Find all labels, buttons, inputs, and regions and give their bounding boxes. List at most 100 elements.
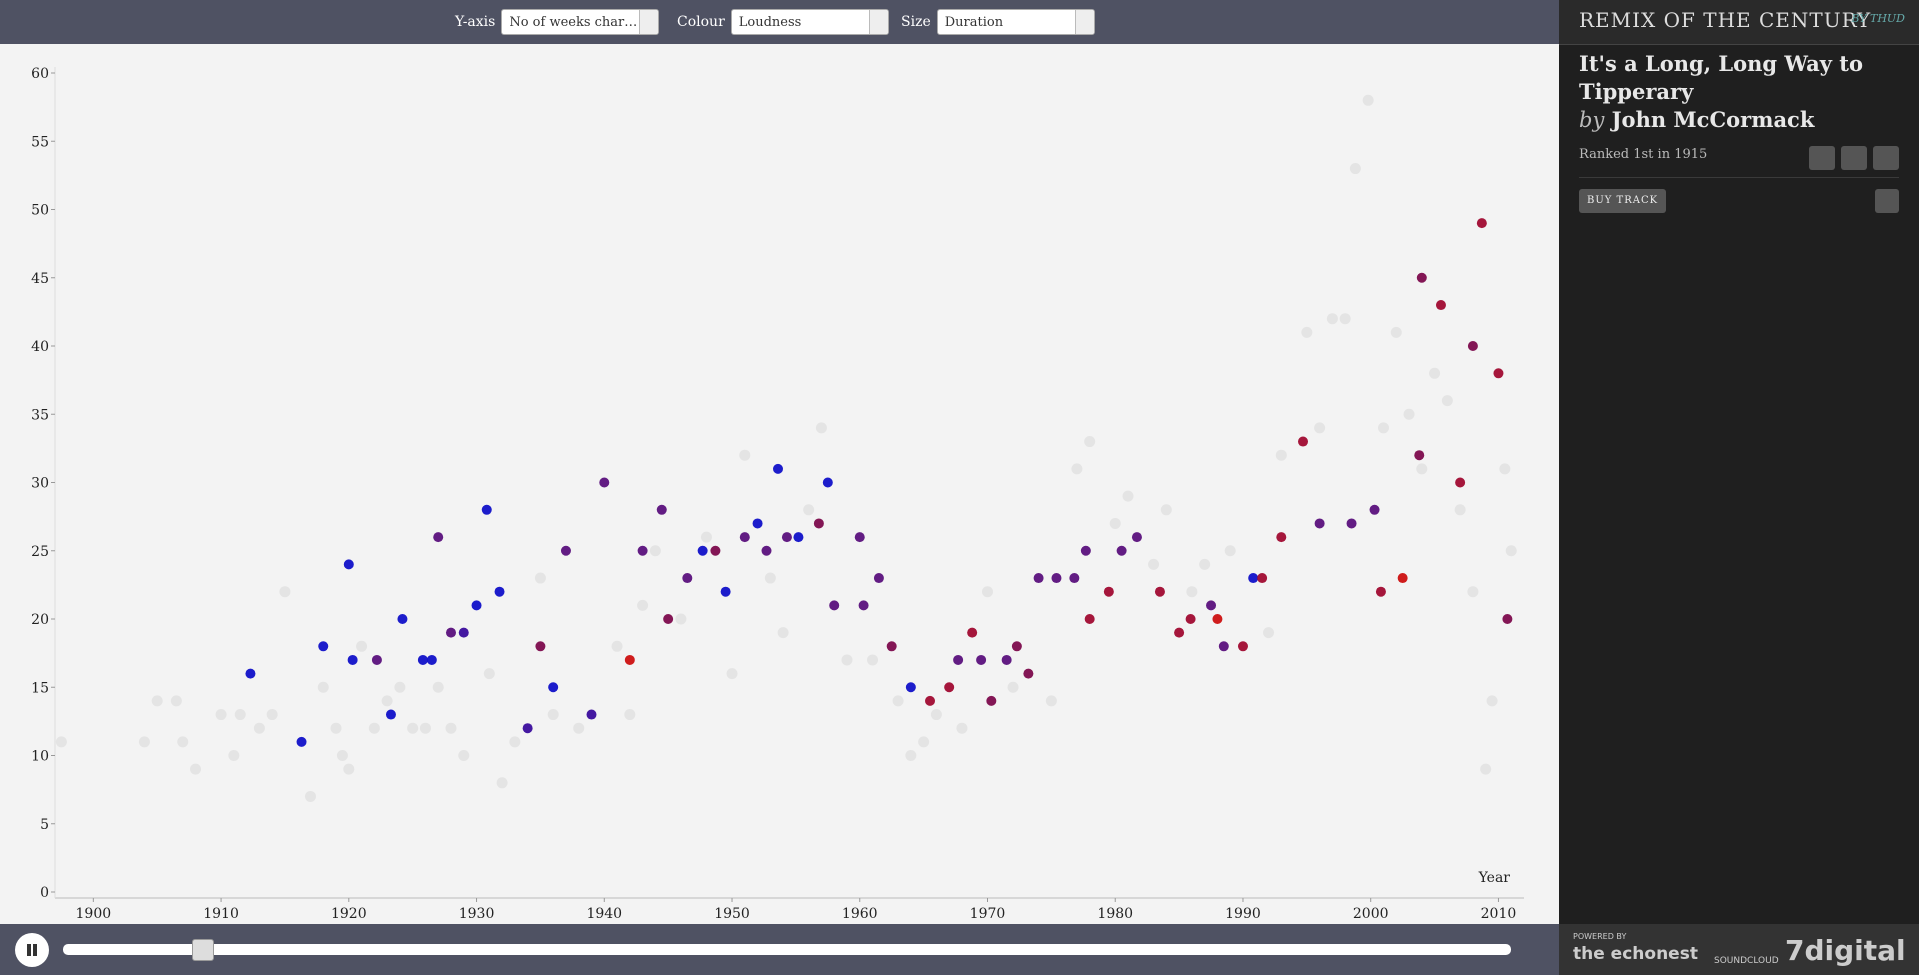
y-axis-control: Y-axis No of weeks char… bbox=[455, 5, 660, 39]
data-point bbox=[1080, 545, 1091, 556]
colour-control: Colour Loudness bbox=[677, 5, 889, 39]
data-point bbox=[318, 641, 329, 652]
data-point bbox=[1505, 545, 1517, 557]
y-tick-label: 20 bbox=[31, 612, 49, 628]
data-point bbox=[1390, 326, 1402, 338]
pause-button[interactable] bbox=[15, 933, 49, 967]
data-point bbox=[1346, 518, 1357, 529]
data-point bbox=[1416, 272, 1427, 283]
data-point bbox=[471, 600, 482, 611]
twitter-button[interactable] bbox=[1809, 146, 1835, 170]
brand-by[interactable]: BY THUD bbox=[1851, 12, 1905, 25]
data-point bbox=[637, 599, 649, 611]
data-point bbox=[397, 614, 408, 624]
y-tick-label: 40 bbox=[31, 339, 49, 355]
data-point bbox=[356, 640, 368, 652]
data-point bbox=[841, 654, 853, 666]
data-point bbox=[1326, 313, 1338, 325]
divider bbox=[1579, 177, 1899, 178]
powered-by: POWERED BY bbox=[1573, 932, 1627, 941]
data-point bbox=[496, 777, 508, 789]
data-point bbox=[1414, 450, 1425, 461]
data-point bbox=[1486, 695, 1498, 707]
y-tick-label: 0 bbox=[40, 885, 49, 901]
soundcloud-button[interactable] bbox=[1875, 189, 1899, 213]
data-point bbox=[245, 668, 256, 679]
soundcloud-logo[interactable]: SOUNDCLOUD bbox=[1714, 956, 1779, 966]
y-tick-label: 55 bbox=[31, 134, 49, 150]
data-point bbox=[905, 750, 917, 761]
data-point bbox=[343, 559, 354, 570]
data-point bbox=[822, 477, 833, 488]
data-point bbox=[700, 531, 712, 543]
x-tick-label: 1990 bbox=[1225, 906, 1261, 922]
data-point bbox=[458, 627, 469, 638]
y-tick-label: 5 bbox=[40, 817, 49, 833]
data-point bbox=[599, 477, 610, 488]
data-point bbox=[1499, 463, 1511, 475]
by: by bbox=[1579, 108, 1605, 132]
data-point bbox=[343, 763, 355, 775]
data-point bbox=[777, 627, 789, 639]
colour-select[interactable]: Loudness bbox=[730, 9, 889, 35]
data-point bbox=[663, 614, 674, 624]
7digital-logo[interactable]: 7digital bbox=[1785, 934, 1906, 967]
data-point bbox=[944, 682, 955, 693]
data-point bbox=[170, 695, 182, 707]
x-tick-label: 1910 bbox=[203, 906, 239, 922]
data-point bbox=[886, 641, 897, 652]
echonest-logo[interactable]: the echonest bbox=[1573, 944, 1698, 964]
data-point bbox=[803, 504, 815, 516]
x-tick-label: 2010 bbox=[1481, 906, 1517, 922]
data-point bbox=[1362, 94, 1374, 106]
data-point bbox=[548, 682, 559, 693]
data-point bbox=[918, 736, 930, 748]
timeline-thumb[interactable] bbox=[192, 939, 214, 961]
x-axis-label: Year bbox=[1478, 870, 1511, 886]
like-button[interactable] bbox=[1841, 146, 1867, 170]
data-point bbox=[1416, 463, 1428, 475]
data-point bbox=[1116, 545, 1127, 556]
sidebar: REMIX OF THE CENTURY BY THUD It's a Long… bbox=[1559, 0, 1919, 975]
data-point bbox=[381, 695, 393, 707]
y-tick-label: 45 bbox=[31, 271, 49, 287]
data-point bbox=[190, 763, 202, 775]
data-point bbox=[547, 709, 559, 721]
data-point bbox=[1069, 573, 1080, 584]
buy-track-button[interactable]: BUY TRACK bbox=[1579, 189, 1667, 213]
data-point bbox=[815, 422, 827, 434]
x-tick-label: 1960 bbox=[842, 906, 878, 922]
data-point bbox=[509, 736, 521, 748]
data-point bbox=[726, 668, 738, 680]
data-point bbox=[720, 586, 731, 597]
size-select[interactable]: Duration bbox=[936, 9, 1095, 35]
song-artist-line: by John McCormack bbox=[1579, 106, 1899, 134]
data-point bbox=[1007, 681, 1019, 693]
data-point bbox=[535, 641, 546, 652]
data-point bbox=[781, 532, 792, 543]
song-info: It's a Long, Long Way to Tipperary by Jo… bbox=[1579, 50, 1899, 134]
data-point bbox=[1033, 573, 1044, 584]
data-point bbox=[1148, 558, 1160, 570]
data-point bbox=[1109, 517, 1121, 529]
gplus-button[interactable] bbox=[1873, 146, 1899, 170]
data-point bbox=[419, 722, 431, 734]
data-point bbox=[1237, 641, 1248, 652]
player-bar bbox=[0, 924, 1559, 975]
x-tick-label: 1930 bbox=[459, 906, 495, 922]
data-point bbox=[981, 586, 993, 598]
data-point bbox=[394, 681, 406, 693]
data-point bbox=[1212, 614, 1223, 624]
timeline[interactable] bbox=[63, 944, 1511, 955]
y-axis-select[interactable]: No of weeks char… bbox=[501, 9, 660, 35]
data-point bbox=[1375, 586, 1386, 597]
data-point bbox=[371, 654, 382, 665]
data-point bbox=[1349, 163, 1361, 175]
data-point bbox=[458, 750, 470, 761]
data-point bbox=[1476, 218, 1487, 229]
data-point bbox=[228, 750, 240, 761]
data-point bbox=[1441, 395, 1453, 407]
data-point bbox=[649, 545, 661, 557]
x-tick-label: 2000 bbox=[1353, 906, 1389, 922]
data-point bbox=[1480, 763, 1492, 775]
